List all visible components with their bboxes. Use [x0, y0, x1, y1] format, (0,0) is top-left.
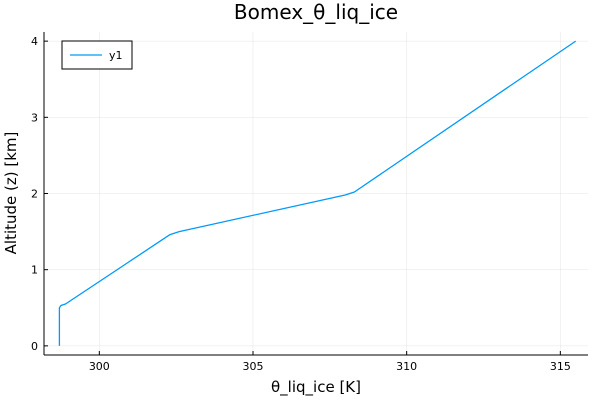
series-line-y1 — [58, 40, 577, 346]
y-tick-label: 2 — [31, 188, 38, 201]
ticks: 300 305 310 315 0 1 2 3 4 — [31, 35, 571, 373]
y-tick-label: 4 — [31, 35, 38, 48]
x-tick-label: 315 — [550, 360, 571, 373]
series — [58, 40, 577, 346]
legend: y1 — [61, 40, 133, 70]
x-tick-label: 300 — [89, 360, 110, 373]
x-tick-label: 305 — [242, 360, 263, 373]
legend-label: y1 — [109, 49, 123, 62]
grid — [44, 32, 588, 355]
y-tick-label: 3 — [31, 111, 38, 124]
x-axis-label: θ_liq_ice [K] — [271, 378, 361, 397]
x-tick-label: 310 — [396, 360, 417, 373]
chart-title: Bomex_θ_liq_ice — [234, 0, 398, 24]
y-axis-label: Altitude (z) [km] — [2, 132, 20, 255]
y-tick-label: 1 — [31, 264, 38, 277]
plot-area-background — [44, 32, 588, 355]
y-tick-label: 0 — [31, 340, 38, 353]
